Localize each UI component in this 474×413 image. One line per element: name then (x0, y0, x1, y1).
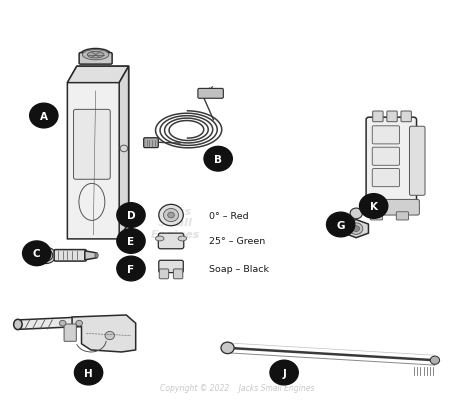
Polygon shape (85, 251, 97, 260)
Ellipse shape (178, 237, 187, 241)
Polygon shape (67, 67, 128, 83)
Polygon shape (72, 315, 136, 352)
Text: F: F (128, 264, 135, 274)
FancyBboxPatch shape (54, 250, 86, 261)
Circle shape (353, 226, 359, 232)
Polygon shape (67, 67, 128, 239)
FancyBboxPatch shape (372, 148, 400, 166)
FancyBboxPatch shape (401, 112, 411, 122)
Circle shape (221, 342, 234, 354)
Circle shape (74, 360, 103, 385)
FancyBboxPatch shape (159, 261, 183, 273)
Circle shape (36, 247, 55, 264)
Ellipse shape (87, 52, 104, 59)
FancyBboxPatch shape (370, 212, 383, 221)
Ellipse shape (82, 50, 109, 61)
Text: A: A (40, 111, 48, 121)
Circle shape (430, 356, 439, 364)
Circle shape (23, 241, 51, 266)
Ellipse shape (155, 237, 164, 241)
Circle shape (359, 194, 388, 219)
Circle shape (327, 213, 355, 237)
Circle shape (168, 213, 174, 218)
Text: H: H (84, 368, 93, 377)
Circle shape (39, 250, 53, 261)
FancyBboxPatch shape (396, 212, 409, 221)
Ellipse shape (95, 253, 98, 258)
Circle shape (350, 209, 362, 219)
Text: C: C (33, 249, 41, 259)
FancyBboxPatch shape (198, 89, 223, 99)
FancyBboxPatch shape (158, 234, 184, 249)
Circle shape (30, 104, 58, 128)
Ellipse shape (14, 320, 22, 330)
FancyBboxPatch shape (64, 324, 76, 342)
Polygon shape (344, 220, 368, 238)
Text: 25° – Green: 25° – Green (209, 237, 265, 246)
Circle shape (76, 320, 82, 326)
Text: Jacks
Small
Engines: Jacks Small Engines (151, 206, 201, 240)
FancyBboxPatch shape (387, 112, 397, 122)
Ellipse shape (80, 50, 111, 62)
Circle shape (117, 256, 145, 281)
Text: 0° – Red: 0° – Red (209, 211, 248, 220)
FancyBboxPatch shape (372, 169, 400, 187)
Text: D: D (127, 211, 135, 221)
Text: J: J (282, 368, 286, 377)
Text: B: B (214, 154, 222, 164)
Text: E: E (128, 236, 135, 247)
FancyBboxPatch shape (366, 118, 417, 205)
Text: Soap – Black: Soap – Black (209, 264, 269, 273)
Polygon shape (119, 67, 128, 239)
Text: G: G (337, 220, 345, 230)
Text: Copyright © 2022    Jacks Small Engines: Copyright © 2022 Jacks Small Engines (160, 383, 314, 392)
FancyBboxPatch shape (73, 110, 110, 180)
FancyBboxPatch shape (144, 138, 158, 148)
Circle shape (117, 229, 145, 254)
FancyBboxPatch shape (410, 127, 425, 196)
Text: K: K (370, 202, 378, 211)
Circle shape (159, 205, 183, 226)
Polygon shape (18, 317, 82, 330)
FancyBboxPatch shape (372, 126, 400, 145)
FancyBboxPatch shape (373, 112, 383, 122)
FancyBboxPatch shape (79, 54, 112, 65)
Circle shape (164, 209, 179, 222)
Circle shape (204, 147, 232, 172)
Circle shape (105, 332, 115, 340)
Circle shape (59, 320, 66, 326)
Circle shape (350, 223, 363, 235)
Circle shape (42, 252, 50, 259)
Circle shape (117, 203, 145, 228)
FancyBboxPatch shape (363, 200, 419, 216)
FancyBboxPatch shape (159, 269, 169, 279)
FancyBboxPatch shape (173, 269, 183, 279)
Circle shape (270, 360, 298, 385)
